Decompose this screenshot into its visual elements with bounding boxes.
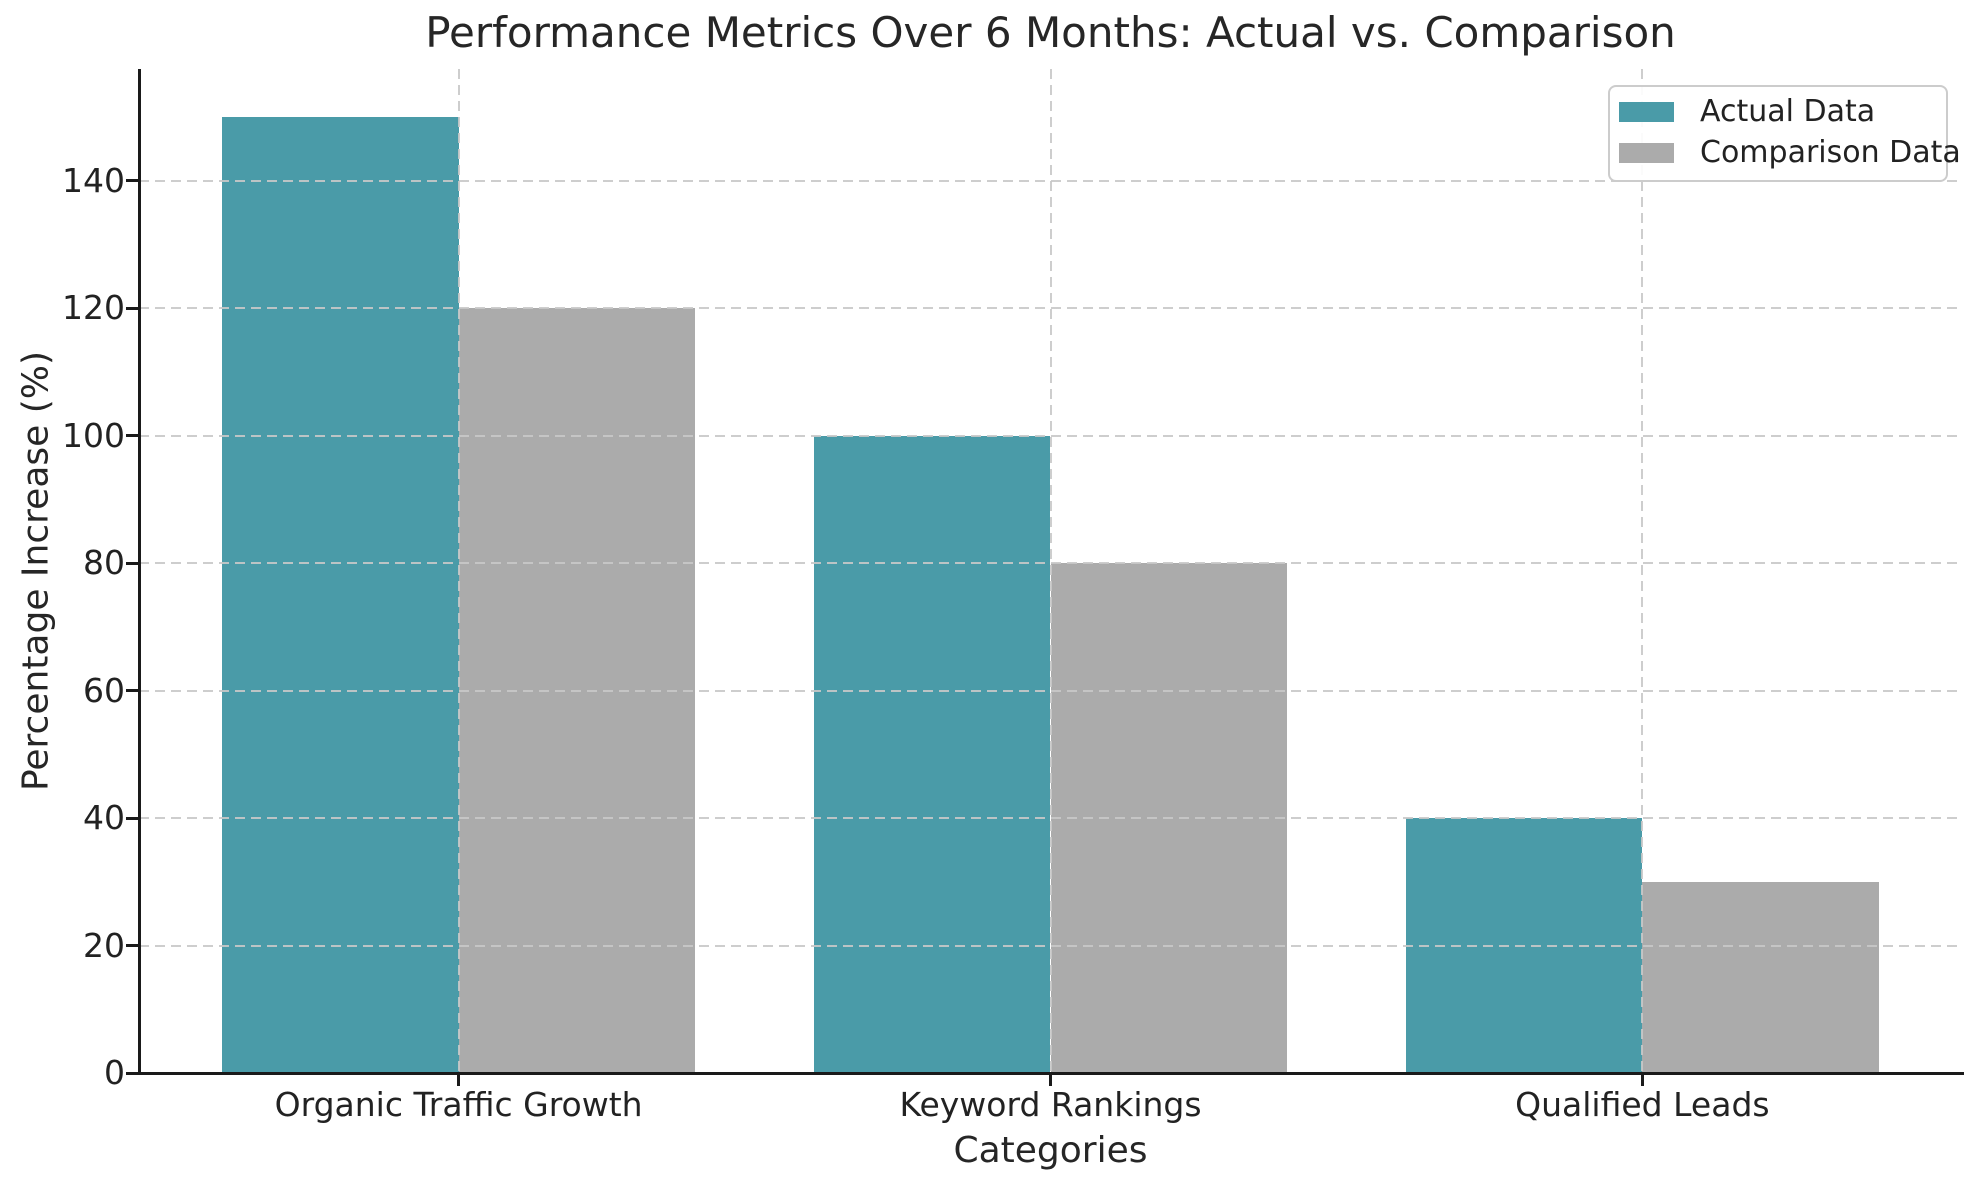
y-axis-spine: [137, 69, 141, 1075]
y-tick-mark-140: [126, 179, 139, 183]
y-tick-mark-80: [126, 561, 139, 565]
x-tick-label-qualified-leads: Qualified Leads: [1515, 1085, 1770, 1124]
gridline-v-organic-traffic-growth: [457, 69, 460, 1073]
bar-actual-data-keyword-rankings: [813, 435, 1051, 1073]
y-tick-label-120: 120: [62, 288, 125, 328]
x-tick-mark-keyword-rankings: [1049, 1074, 1052, 1086]
legend: Actual Data Comparison Data: [1608, 85, 1961, 182]
x-axis-label: Categories: [953, 1130, 1148, 1171]
y-tick-mark-40: [126, 816, 139, 820]
x-tick-label-keyword-rankings: Keyword Rankings: [899, 1085, 1202, 1124]
legend-item-comparison-data: Comparison Data: [1619, 136, 1961, 170]
legend-label-comparison-data: Comparison Data: [1700, 135, 1961, 170]
x-axis-spine: [137, 1071, 1964, 1075]
legend-label-actual-data: Actual Data: [1700, 94, 1876, 129]
y-tick-mark-0: [126, 1071, 139, 1075]
y-tick-mark-120: [126, 306, 139, 310]
y-tick-mark-20: [126, 944, 139, 947]
gridline-v-qualified-leads: [1641, 69, 1644, 1073]
chart-title: Performance Metrics Over 6 Months: Actua…: [425, 8, 1676, 57]
x-tick-label-organic-traffic-growth: Organic Traffic Growth: [274, 1085, 643, 1124]
plot-area: [137, 69, 1964, 1075]
legend-swatch-comparison-data: [1619, 143, 1674, 163]
y-tick-label-0: 0: [104, 1053, 125, 1092]
y-tick-label-40: 40: [83, 798, 125, 838]
y-tick-label-140: 140: [62, 160, 125, 200]
x-tick-mark-qualified-leads: [1640, 1074, 1644, 1086]
y-tick-label-20: 20: [83, 925, 125, 965]
legend-swatch-actual-data: [1619, 102, 1674, 122]
bar-comparison-data-qualified-leads: [1642, 881, 1880, 1073]
bar-actual-data-organic-traffic-growth: [221, 116, 459, 1073]
gridline-v-keyword-rankings: [1049, 69, 1052, 1073]
legend-item-actual-data: Actual Data: [1619, 95, 1934, 129]
x-tick-mark-organic-traffic-growth: [457, 1074, 461, 1086]
y-tick-mark-100: [126, 434, 139, 438]
y-tick-label-100: 100: [62, 415, 125, 455]
y-tick-label-60: 60: [83, 670, 125, 710]
y-tick-label-80: 80: [83, 543, 125, 583]
y-tick-mark-60: [126, 689, 139, 693]
grid-layer: [139, 69, 1962, 1073]
